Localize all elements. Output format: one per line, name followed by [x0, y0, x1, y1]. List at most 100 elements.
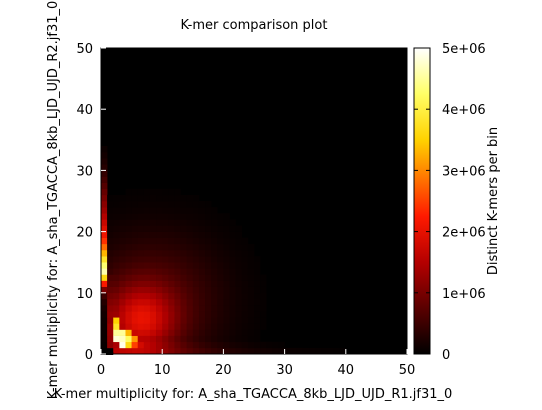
heatmap-cell — [168, 274, 174, 280]
heatmap-cell — [162, 323, 168, 329]
heatmap-cell — [150, 342, 156, 348]
heatmap-cell — [156, 274, 162, 280]
heatmap-cell — [230, 238, 236, 244]
heatmap-cell — [144, 213, 150, 219]
heatmap-cell — [187, 201, 193, 207]
heatmap-cell — [181, 299, 187, 305]
heatmap-cell — [150, 262, 156, 268]
heatmap-cell — [181, 274, 187, 280]
heatmap-cell — [168, 219, 174, 225]
heatmap-cell — [187, 268, 193, 274]
x-axis-label: K-mer multiplicity for: A_sha_TGACCA_8kb… — [54, 387, 453, 402]
heatmap-cell — [162, 317, 168, 323]
heatmap-cell — [181, 213, 187, 219]
heatmap-cell — [162, 244, 168, 250]
heatmap-cell — [205, 250, 211, 256]
heatmap-cell — [138, 323, 144, 329]
heatmap-cell — [132, 244, 138, 250]
heatmap-cell — [223, 293, 229, 299]
heatmap-cell — [236, 330, 242, 336]
heatmap-cell — [132, 189, 138, 195]
heatmap-cell — [168, 201, 174, 207]
heatmap-cell — [199, 274, 205, 280]
heatmap-cell — [107, 305, 113, 311]
heatmap-cell — [113, 219, 119, 225]
heatmap-cell — [297, 348, 303, 354]
heatmap-cell — [168, 250, 174, 256]
heatmap-cell — [119, 195, 125, 201]
heatmap-cell — [211, 232, 217, 238]
colorbar-tick-label: 2e+06 — [442, 226, 486, 241]
heatmap-cell — [132, 299, 138, 305]
heatmap-cell — [144, 268, 150, 274]
heatmap-cell — [248, 323, 254, 329]
heatmap-cell — [187, 262, 193, 268]
heatmap-cell — [119, 311, 125, 317]
heatmap-cell — [193, 250, 199, 256]
heatmap-cell — [174, 287, 180, 293]
heatmap-cell — [242, 336, 248, 342]
x-tick-label: 0 — [97, 363, 105, 378]
heatmap-cell — [119, 348, 125, 354]
heatmap-cell — [107, 281, 113, 287]
heatmap-cell — [254, 268, 260, 274]
heatmap-cell — [193, 262, 199, 268]
heatmap-cell — [181, 342, 187, 348]
heatmap-cell — [340, 348, 346, 354]
heatmap-cell — [205, 213, 211, 219]
heatmap-cell — [101, 293, 107, 299]
heatmap-cell — [174, 311, 180, 317]
heatmap-cell — [132, 256, 138, 262]
heatmap-cell — [181, 293, 187, 299]
heatmap-cell — [187, 207, 193, 213]
heatmap-cell — [242, 330, 248, 336]
heatmap-cell — [242, 244, 248, 250]
heatmap-cell — [223, 238, 229, 244]
heatmap-cell — [162, 305, 168, 311]
heatmap-cell — [254, 342, 260, 348]
heatmap-cell — [119, 244, 125, 250]
heatmap-cell — [199, 330, 205, 336]
heatmap-cell — [205, 201, 211, 207]
heatmap-cell — [199, 299, 205, 305]
heatmap-cell — [113, 201, 119, 207]
heatmap-cell — [199, 268, 205, 274]
heatmap-cell — [236, 299, 242, 305]
heatmap-cell — [113, 330, 119, 336]
heatmap-cell — [132, 336, 138, 342]
y-tick-label: 0 — [85, 348, 93, 363]
heatmap-cell — [230, 268, 236, 274]
heatmap-cell — [156, 317, 162, 323]
heatmap-cell — [150, 274, 156, 280]
heatmap-cell — [101, 170, 107, 176]
heatmap-cell — [254, 293, 260, 299]
heatmap-cell — [132, 330, 138, 336]
heatmap-cell — [174, 201, 180, 207]
heatmap-cell — [254, 311, 260, 317]
heatmap-cell — [187, 330, 193, 336]
heatmap-cell — [138, 244, 144, 250]
heatmap-cell — [125, 299, 131, 305]
heatmap-cell — [205, 311, 211, 317]
heatmap-cell — [162, 268, 168, 274]
heatmap-cell — [223, 348, 229, 354]
heatmap-cell — [125, 330, 131, 336]
heatmap-cell — [260, 348, 266, 354]
heatmap-cell — [174, 219, 180, 225]
heatmap-cell — [101, 256, 107, 262]
heatmap-cell — [162, 311, 168, 317]
heatmap-cell — [125, 225, 131, 231]
heatmap-cell — [168, 293, 174, 299]
heatmap-cell — [199, 305, 205, 311]
heatmap-cell — [248, 336, 254, 342]
heatmap-cell — [150, 225, 156, 231]
heatmap-cell — [132, 287, 138, 293]
heatmap-cell — [113, 207, 119, 213]
heatmap-cell — [211, 274, 217, 280]
heatmap-cell — [230, 317, 236, 323]
heatmap-cell — [211, 268, 217, 274]
heatmap-cell — [242, 323, 248, 329]
heatmap-cell — [168, 287, 174, 293]
heatmap-cell — [272, 348, 278, 354]
